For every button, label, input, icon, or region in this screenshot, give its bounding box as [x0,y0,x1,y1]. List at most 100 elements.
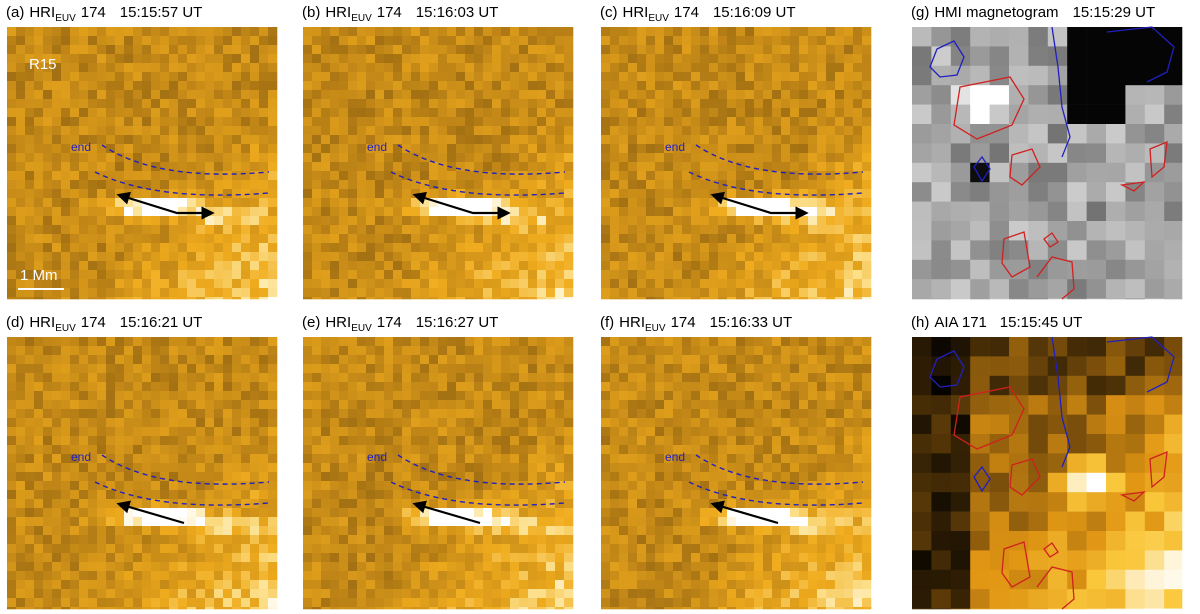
pixel [754,135,764,145]
pixel [628,153,638,163]
pixel [7,454,17,464]
pixel [429,481,439,491]
pixel [465,508,475,518]
pixel [160,391,170,401]
pixel [682,72,692,82]
pixel [115,108,125,118]
pixel [1106,65,1126,86]
pixel [330,153,340,163]
pixel [528,580,538,590]
pixel [1144,27,1165,47]
pixel [1086,162,1107,183]
pixel [312,90,322,100]
pixel [664,108,674,118]
time: 15:15:29 UT [1073,4,1156,21]
pixel [501,144,511,154]
pixel [700,153,710,163]
pixel [88,207,98,217]
pixel [420,391,430,401]
pixel [727,279,737,289]
pixel [420,261,430,271]
pixel [303,108,313,118]
pixel [447,234,457,244]
pixel [664,162,674,172]
pixel [339,562,349,572]
pixel [564,463,574,473]
pixel [718,337,728,347]
pixel [259,355,269,365]
pixel [853,63,863,73]
pixel [492,144,502,154]
pixel [546,445,556,455]
pixel [375,81,385,91]
pixel [25,355,35,365]
pixel [61,472,71,482]
panel-label: (d) [6,314,24,331]
pixel [474,108,484,118]
pixel [555,382,565,392]
pixel [232,81,242,91]
pixel [817,297,827,300]
pixel [124,553,134,563]
pixel [790,180,800,190]
pixel [259,481,269,491]
pixel [790,252,800,262]
pixel [25,108,35,118]
pixel [250,171,260,181]
pixel [52,607,62,610]
pixel [43,373,53,383]
pixel [25,445,35,455]
pixel [393,45,403,55]
pixel [709,234,719,244]
pixel [912,298,932,300]
pixel [88,571,98,581]
pixel [709,288,719,298]
pixel [232,499,242,509]
pixel [528,189,538,199]
pixel [375,598,385,608]
pixel [1028,85,1049,105]
pixel [133,607,143,610]
pixel [25,391,35,401]
pixel [637,355,647,365]
pixel [601,225,611,235]
pixel [465,72,475,82]
pixel [700,135,710,145]
pixel [931,85,952,105]
pixel [88,364,98,374]
pixel [664,207,674,217]
pixel [474,153,484,163]
pixel [178,355,188,365]
pixel [52,454,62,464]
channel: 174 [674,4,699,21]
pixel [169,589,179,599]
pixel [799,337,809,347]
pixel [43,526,53,536]
pixel [727,108,737,118]
pixel [106,279,116,289]
pixel [619,72,629,82]
pixel [474,162,484,172]
pixel [619,270,629,280]
pixel [312,234,322,244]
pixel [88,508,98,518]
pixel [402,63,412,73]
pixel [214,153,224,163]
pixel [420,54,430,64]
pixel [429,508,439,518]
pixel [555,346,565,356]
pixel [646,346,656,356]
pixel [106,126,116,136]
pixel [366,418,376,428]
pixel [447,562,457,572]
pixel [178,270,188,280]
pixel [664,225,674,235]
pixel [160,117,170,127]
pixel [366,562,376,572]
pixel [637,180,647,190]
pixel [151,454,161,464]
pixel [366,108,376,118]
pixel [411,598,421,608]
pixel [682,162,692,172]
pixel [664,153,674,163]
